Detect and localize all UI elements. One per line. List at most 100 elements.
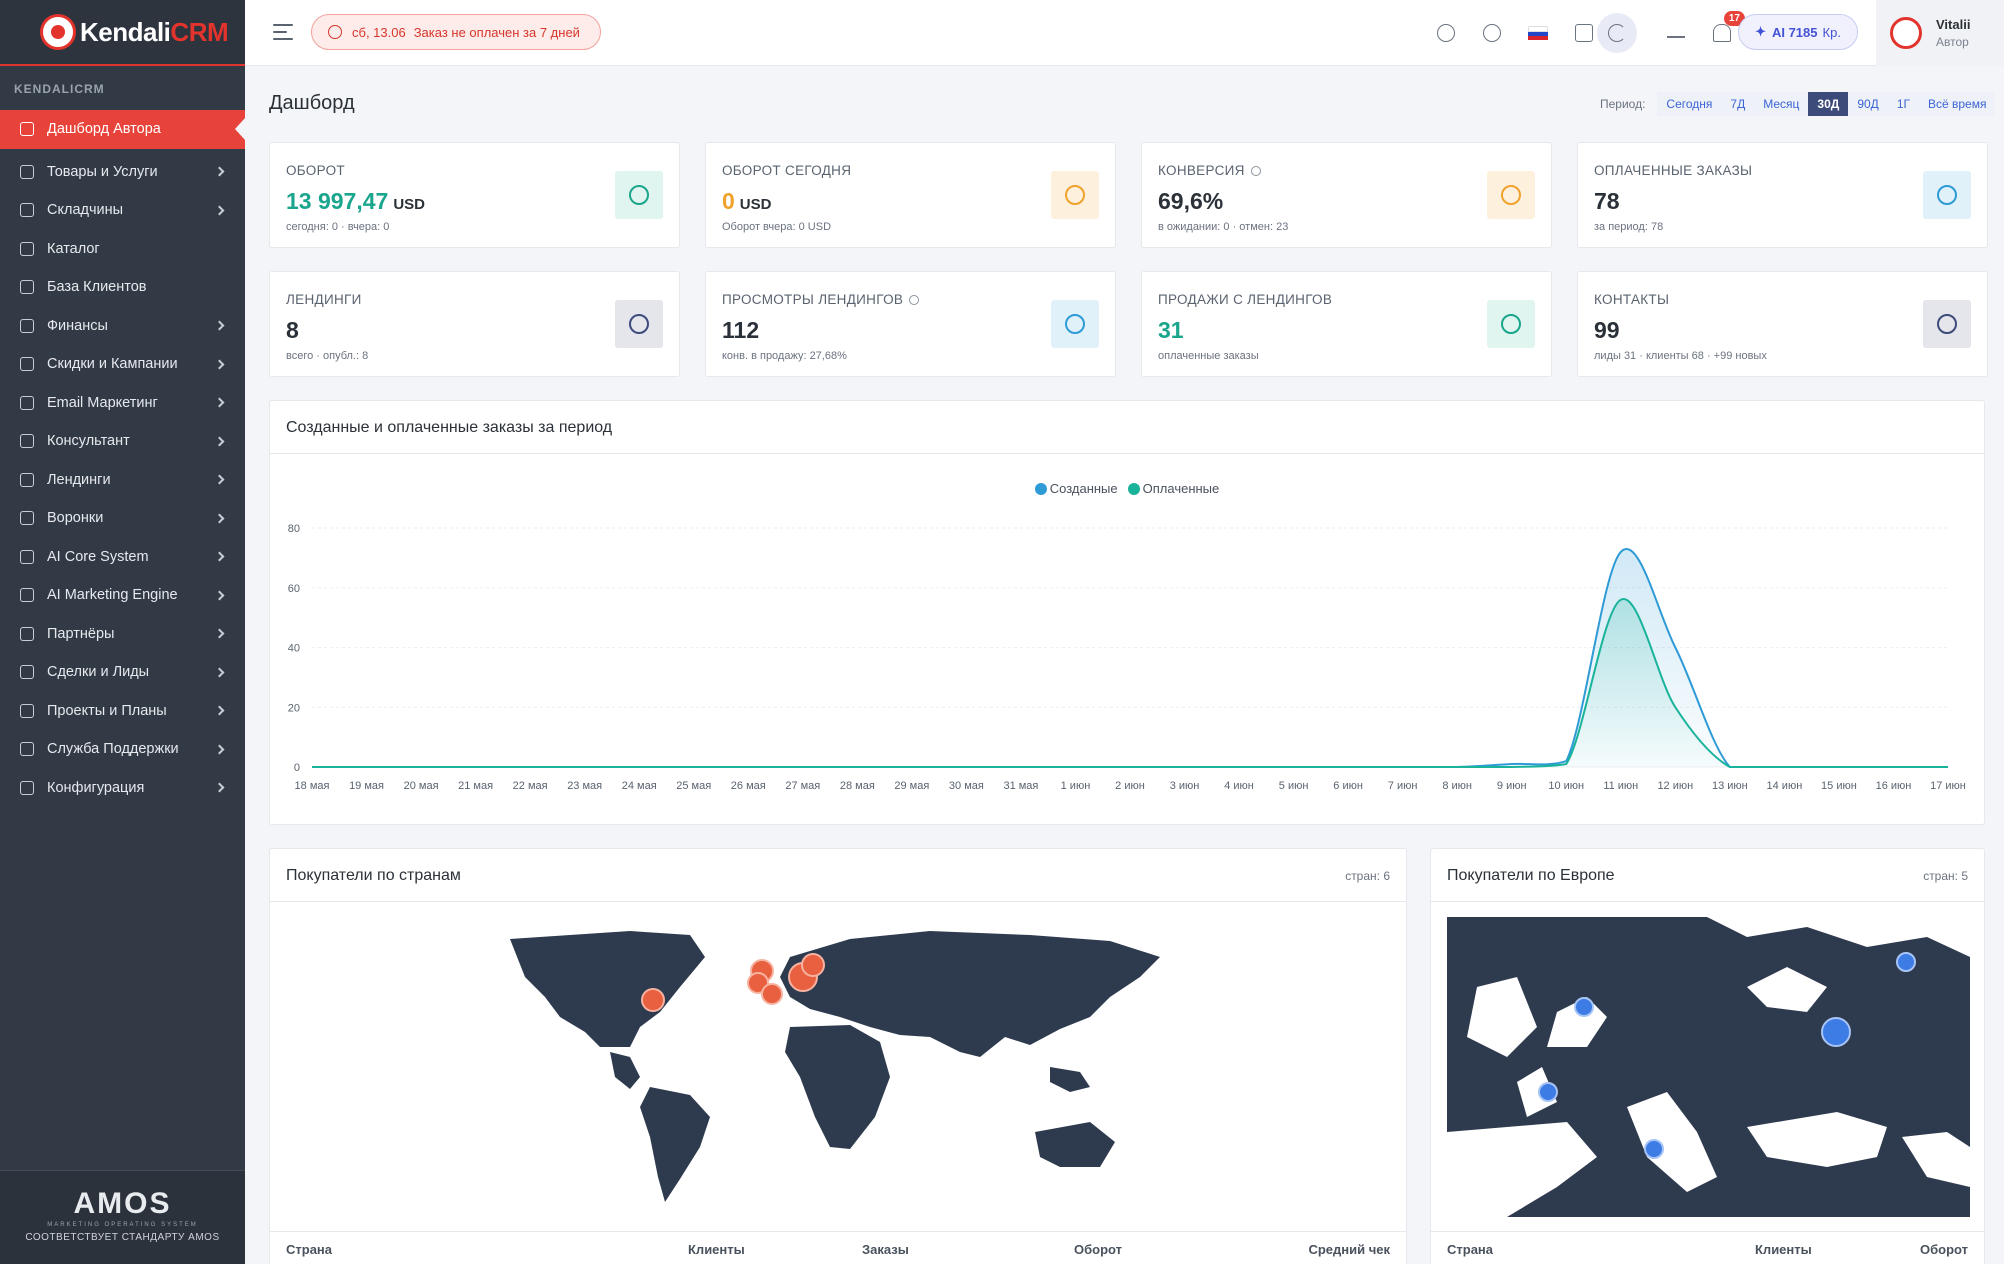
kpi-card-3[interactable]: ОПЛАЧЕННЫЕ ЗАКАЗЫ 78 за период: 78 [1577, 142, 1988, 248]
period-option-3[interactable]: 30Д [1808, 92, 1849, 116]
x-tick-label: 15 июн [1821, 780, 1857, 792]
chevron-right-icon [214, 513, 225, 524]
activity-pulse-icon[interactable] [1661, 18, 1691, 48]
user-menu[interactable]: Vitalii Автор [1876, 0, 2004, 66]
period-option-2[interactable]: Месяц [1754, 92, 1809, 116]
x-tick-label: 29 мая [894, 780, 929, 792]
world-map[interactable] [490, 917, 1166, 1214]
period-option-6[interactable]: Всё время [1918, 92, 1996, 116]
kpi-title: ЛЕНДИНГИ [286, 292, 362, 307]
sidebar-item-8[interactable]: Консультант [0, 422, 245, 461]
sidebar-item-label: Финансы [47, 317, 108, 334]
chevron-right-icon [214, 628, 225, 639]
menu-toggle-icon[interactable] [273, 24, 293, 40]
info-icon[interactable] [1250, 166, 1261, 177]
map-marker-italy [761, 983, 783, 1005]
europe-panel: Покупатели по Европе стран: 5 Страна Клие… [1430, 848, 1985, 1264]
unpaid-order-alert[interactable]: сб, 13.06 Заказ не оплачен за 7 дней [311, 14, 601, 50]
europe-map[interactable] [1447, 917, 1970, 1217]
sidebar-item-6[interactable]: Скидки и Кампании [0, 345, 245, 384]
box-icon [20, 164, 34, 179]
language-flag-ru-icon[interactable] [1523, 18, 1553, 48]
projects-icon [20, 703, 34, 718]
x-tick-label: 8 июн [1442, 780, 1472, 792]
notifications-bell-icon[interactable]: 17 [1707, 11, 1745, 48]
fullscreen-icon[interactable] [1569, 18, 1599, 48]
sidebar-item-12[interactable]: AI Marketing Engine [0, 576, 245, 615]
table-col-header[interactable]: Страна [1447, 1242, 1494, 1257]
period-option-0[interactable]: Сегодня [1657, 92, 1722, 116]
sidebar-item-11[interactable]: AI Core System [0, 538, 245, 577]
kpi-title: ПРОСМОТРЫ ЛЕНДИНГОВ [722, 292, 920, 307]
kpi-subtitle: всего · опубл.: 8 [286, 350, 369, 362]
chevron-right-icon [214, 474, 225, 485]
x-tick-label: 2 июн [1115, 780, 1145, 792]
sparkle-icon: ✦ [1755, 24, 1766, 39]
kpi-value: 69,6% [1158, 188, 1224, 214]
lightbulb-icon[interactable] [1431, 18, 1461, 48]
x-tick-label: 22 мая [513, 780, 548, 792]
chart-legend: Созданные Оплаченные [270, 481, 1984, 496]
headset-icon [20, 434, 34, 449]
sidebar-item-label: AI Core System [47, 548, 149, 565]
legend-label: Созданные [1049, 481, 1118, 496]
x-tick-label: 18 мая [295, 780, 330, 792]
chevron-right-icon [214, 436, 225, 447]
kpi-card-6[interactable]: ПРОДАЖИ С ЛЕНДИНГОВ 31 оплаченные заказы [1141, 271, 1552, 377]
kpi-card-7[interactable]: КОНТАКТЫ 99 лиды 31 · клиенты 68 · +99 нов… [1577, 271, 1988, 377]
kpi-card-4[interactable]: ЛЕНДИНГИ 8 всего · опубл.: 8 [269, 271, 680, 377]
sidebar-item-5[interactable]: Финансы [0, 307, 245, 346]
sidebar-item-7[interactable]: Email Маркетинг [0, 384, 245, 423]
sidebar-item-9[interactable]: Лендинги [0, 461, 245, 500]
kpi-card-5[interactable]: ПРОСМОТРЫ ЛЕНДИНГОВ 112 конв. в продажу: 2… [705, 271, 1116, 377]
table-col-header[interactable]: Страна [286, 1242, 333, 1257]
kpi-value: 0 USD [722, 188, 772, 214]
people-icon [1923, 300, 1971, 348]
info-icon[interactable] [909, 295, 920, 306]
kpi-subtitle: оплаченные заказы [1158, 350, 1259, 362]
chevron-right-icon [214, 782, 225, 793]
table-col-header[interactable]: Клиенты [688, 1242, 745, 1257]
brand-logo[interactable]: KendaliCRM [0, 0, 245, 66]
sidebar-item-15[interactable]: Проекты и Планы [0, 692, 245, 731]
kpi-card-1[interactable]: ОБОРОТ СЕГОДНЯ 0 USD Оборот вчера: 0 USD [705, 142, 1116, 248]
avatar [1890, 17, 1922, 49]
chevron-right-icon [214, 166, 225, 177]
sidebar-item-2[interactable]: Складчины [0, 191, 245, 230]
sidebar-item-14[interactable]: Сделки и Лиды [0, 653, 245, 692]
table-col-header[interactable]: Оборот [1074, 1242, 1123, 1257]
bell-icon [20, 588, 34, 603]
sidebar-item-4[interactable]: База Клиентов [0, 268, 245, 307]
europe-count: стран: 5 [1923, 869, 1968, 883]
sidebar-item-1[interactable]: Товары и Услуги [0, 153, 245, 192]
sidebar-item-16[interactable]: Служба Поддержки [0, 730, 245, 769]
table-col-header[interactable]: Клиенты [1755, 1242, 1812, 1257]
sidebar-item-label: Проекты и Планы [47, 702, 167, 719]
sidebar-item-10[interactable]: Воронки [0, 499, 245, 538]
sidebar-item-0[interactable]: Дашборд Автора [0, 110, 245, 149]
legend-item-0[interactable]: Созданные [1034, 481, 1118, 496]
period-option-5[interactable]: 1Г [1887, 92, 1919, 116]
sidebar-item-label: Конфигурация [47, 779, 145, 796]
table-col-header[interactable]: Средний чек [1308, 1242, 1390, 1257]
kpi-card-2[interactable]: КОНВЕРСИЯ 69,6% в ожидании: 0 · отмен: 23 [1141, 142, 1552, 248]
kpi-card-0[interactable]: ОБОРОТ 13 997,47 USD сегодня: 0 · вчера: 0 [269, 142, 680, 248]
ai-credits-pill[interactable]: ✦ AI 7185 Кр. [1738, 14, 1858, 50]
x-tick-label: 5 июн [1279, 780, 1309, 792]
period-option-4[interactable]: 90Д [1848, 92, 1888, 116]
dark-mode-moon-icon[interactable] [1597, 13, 1637, 53]
europe-title: Покупатели по Европе [1447, 867, 1615, 884]
table-col-header[interactable]: Оборот [1919, 1242, 1968, 1257]
partners-icon [20, 626, 34, 641]
sidebar-item-17[interactable]: Конфигурация [0, 769, 245, 808]
legend-item-1[interactable]: Оплаченные [1127, 481, 1219, 496]
sidebar-item-3[interactable]: Каталог [0, 230, 245, 269]
headset-icon[interactable] [1477, 18, 1507, 48]
sidebar-item-13[interactable]: Партнёры [0, 615, 245, 654]
period-option-1[interactable]: 7Д [1721, 92, 1755, 116]
deals-icon [20, 665, 34, 680]
table-col-header[interactable]: Заказы [862, 1242, 909, 1257]
sparkle-icon [20, 549, 34, 564]
chevron-right-icon [214, 705, 225, 716]
x-tick-label: 27 мая [785, 780, 820, 792]
